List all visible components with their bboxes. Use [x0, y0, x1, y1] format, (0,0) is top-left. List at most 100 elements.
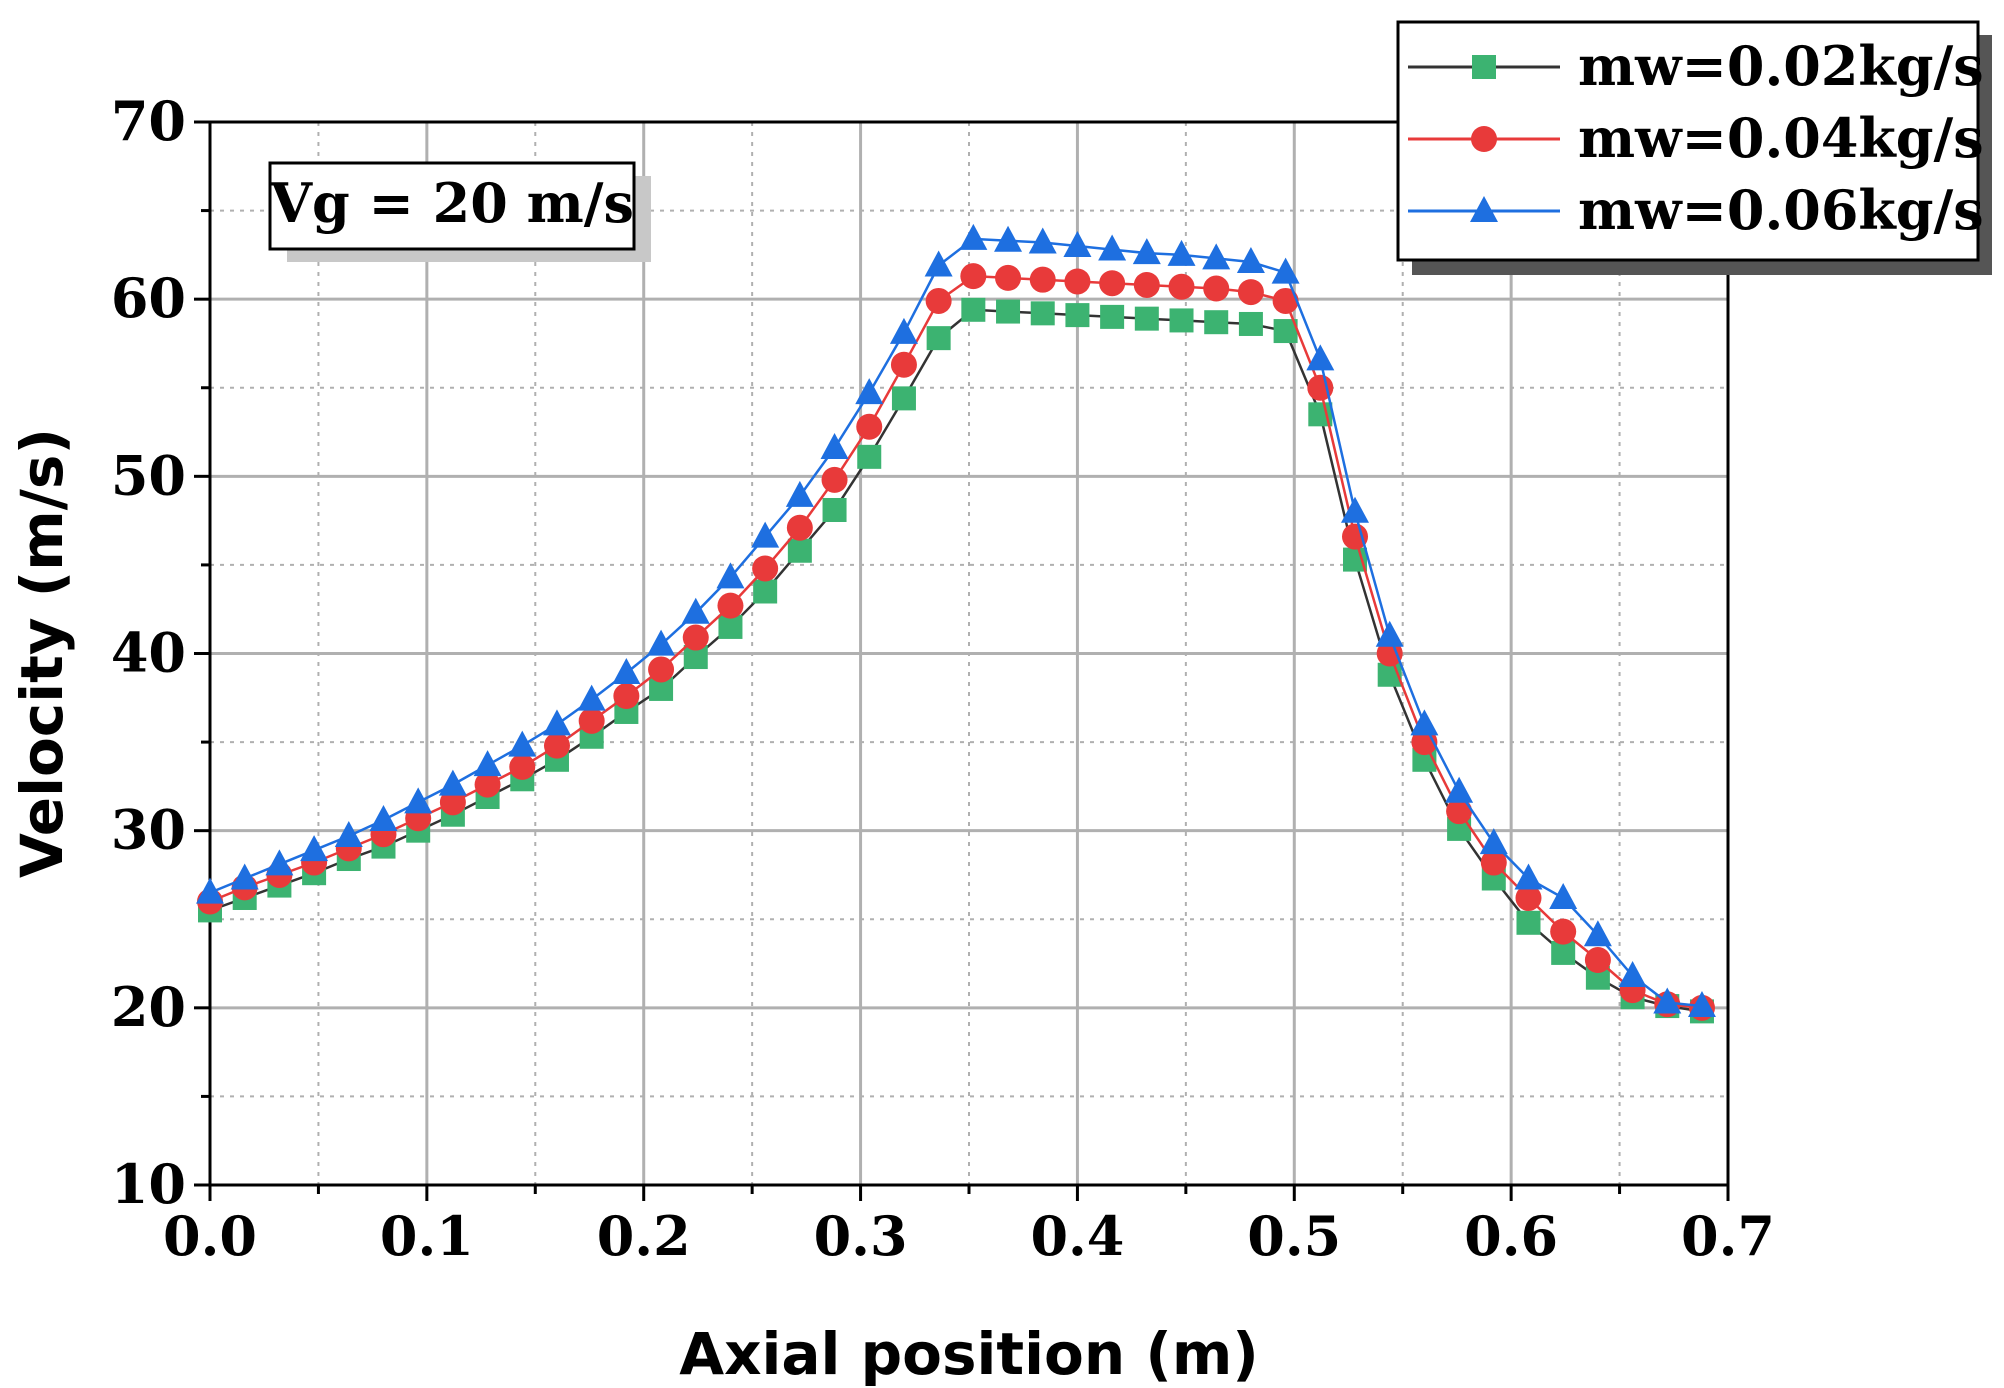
data-point: [1480, 849, 1507, 876]
data-point: [404, 787, 433, 814]
legend-label: mw=0.06kg/s: [1578, 178, 1984, 242]
data-point: [1479, 828, 1508, 855]
data-point: [577, 684, 606, 711]
data-point: [369, 805, 398, 832]
x-tick-label: 0.4: [1030, 1204, 1124, 1268]
series-2: [197, 263, 1715, 1021]
data-point: [1514, 863, 1543, 890]
data-point: [1307, 374, 1334, 401]
data-point: [1271, 257, 1300, 284]
data-point: [1063, 231, 1092, 258]
data-point: [857, 444, 882, 469]
data-point: [718, 614, 743, 639]
data-point: [1584, 946, 1611, 973]
data-point: [1202, 243, 1231, 270]
x-tick-label: 0.0: [163, 1204, 257, 1268]
data-point: [1341, 496, 1370, 523]
data-point: [1549, 882, 1578, 909]
data-point: [1134, 306, 1159, 331]
data-point: [959, 223, 988, 250]
data-point: [995, 264, 1022, 291]
data-point: [1204, 310, 1229, 335]
data-point: [682, 624, 709, 651]
data-point: [786, 514, 813, 541]
data-point: [509, 753, 536, 780]
data-point: [960, 263, 987, 290]
data-point: [785, 480, 814, 507]
x-tick-label: 0.3: [814, 1204, 908, 1268]
data-point: [787, 538, 812, 563]
data-point: [1203, 275, 1230, 302]
data-point: [578, 707, 605, 734]
data-point: [1583, 920, 1612, 947]
data-point: [717, 592, 744, 619]
data-point: [1065, 303, 1090, 328]
data-point: [300, 835, 329, 862]
data-point: [1098, 234, 1127, 261]
data-point: [1515, 884, 1542, 911]
data-point: [820, 432, 849, 459]
data-point: [1132, 238, 1161, 265]
data-point: [889, 317, 918, 344]
legend-label: mw=0.02kg/s: [1578, 34, 1984, 98]
data-point: [1516, 910, 1541, 935]
legend-label: mw=0.04kg/s: [1578, 106, 1984, 170]
y-tick-label: 30: [111, 798, 186, 862]
data-point: [961, 297, 986, 322]
data-point: [1342, 523, 1369, 550]
data-point: [821, 466, 848, 493]
y-tick-label: 60: [111, 266, 186, 330]
data-point: [1169, 308, 1194, 333]
annotation-frame: [268, 161, 636, 251]
data-point: [648, 656, 675, 683]
data-point: [473, 750, 502, 777]
data-point: [1100, 304, 1125, 329]
data-point: [196, 877, 224, 904]
annotation-label: Vg = 20 m/s: [269, 171, 634, 235]
data-point: [681, 597, 710, 624]
data-point: [1306, 344, 1335, 371]
series-3: [196, 223, 1716, 1018]
data-point: [508, 730, 537, 757]
y-tick-label: 10: [111, 1152, 186, 1216]
data-point: [1167, 239, 1196, 266]
data-point: [751, 521, 780, 548]
data-point: [1238, 311, 1263, 336]
data-point: [1687, 991, 1716, 1018]
data-point: [1551, 940, 1576, 965]
data-point: [856, 413, 883, 440]
data-point: [1272, 287, 1299, 314]
y-tick-label: 70: [111, 89, 186, 153]
data-point: [1064, 268, 1091, 295]
data-point: [438, 769, 467, 796]
data-point: [543, 732, 570, 759]
legend-marker: [1472, 55, 1496, 79]
data-point: [996, 299, 1021, 324]
data-point: [613, 683, 640, 710]
data-point: [612, 657, 641, 684]
series-layer: [196, 223, 1716, 1024]
x-tick-label: 0.1: [380, 1204, 474, 1268]
data-point: [1099, 270, 1126, 297]
data-point: [822, 497, 847, 522]
data-point: [753, 579, 778, 604]
legend: mw=0.02kg/s mw=0.04kg/s mw=0.06kg/s: [1396, 20, 1992, 275]
x-tick-label: 0.7: [1681, 1204, 1775, 1268]
data-point: [230, 863, 259, 890]
data-point: [647, 629, 676, 656]
data-point: [1168, 273, 1195, 300]
data-point: [1237, 279, 1264, 306]
data-point: [265, 849, 294, 876]
data-point: [752, 555, 779, 582]
y-tick-label: 50: [111, 443, 186, 507]
data-point: [1376, 640, 1403, 667]
data-point: [1410, 709, 1439, 736]
data-point: [926, 326, 951, 351]
x-tick-label: 0.2: [597, 1204, 691, 1268]
data-point: [1653, 987, 1682, 1014]
legend-items: mw=0.02kg/s mw=0.04kg/s mw=0.06kg/s: [1408, 34, 1984, 242]
data-point: [925, 287, 952, 314]
x-tick-label: 0.6: [1464, 1204, 1558, 1268]
x-axis-title: Axial position (m): [679, 1320, 1259, 1388]
